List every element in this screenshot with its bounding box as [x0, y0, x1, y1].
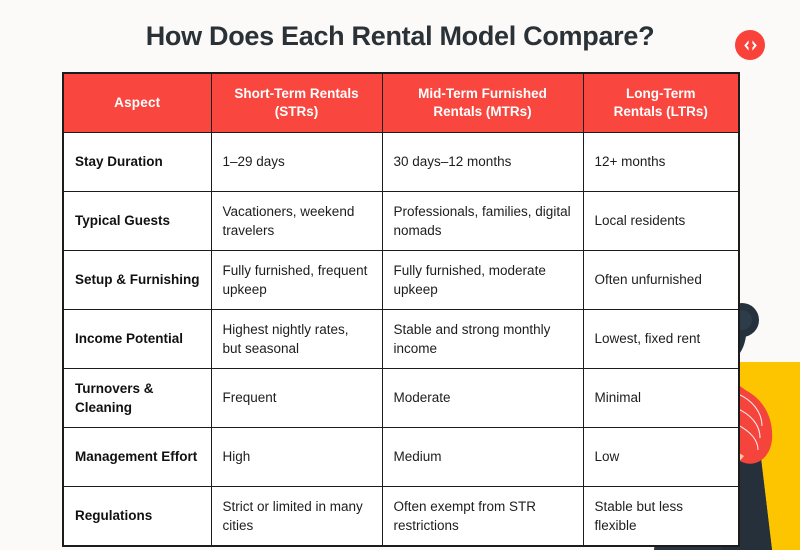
table-row: Regulations Strict or limited in many ci…	[62, 486, 740, 547]
column-header-mtr-line-1: Mid-Term Furnished	[418, 85, 547, 101]
row-label: Management Effort	[62, 427, 212, 487]
table-row: Setup & Furnishing Fully furnished, freq…	[62, 250, 740, 310]
column-header-ltr-line-1: Long-Term	[626, 85, 696, 101]
cell-mtr: Professionals, families, digital nomads	[381, 191, 584, 251]
comparison-table-container: Aspect Short-Term Rentals (STRs) Mid-Ter…	[62, 72, 740, 547]
cell-ltr: Lowest, fixed rent	[582, 309, 740, 369]
cell-mtr: Medium	[381, 427, 584, 487]
cell-str: Frequent	[210, 368, 383, 428]
table-header: Aspect Short-Term Rentals (STRs) Mid-Ter…	[62, 72, 740, 133]
column-header-mtr-line-2: Rentals (MTRs)	[433, 104, 532, 119]
table-row: Management Effort High Medium Low	[62, 427, 740, 487]
cell-mtr: 30 days–12 months	[381, 132, 584, 192]
column-header-ltr-line-2: Rentals (LTRs)	[613, 104, 708, 119]
cell-ltr: Minimal	[582, 368, 740, 428]
row-label: Income Potential	[62, 309, 212, 369]
row-label: Setup & Furnishing	[62, 250, 212, 310]
cell-ltr: Low	[582, 427, 740, 487]
cell-str: High	[210, 427, 383, 487]
column-header-mtr: Mid-Term Furnished Rentals (MTRs)	[381, 72, 584, 133]
column-header-aspect: Aspect	[62, 72, 212, 133]
row-label: Stay Duration	[62, 132, 212, 192]
cell-str: Fully furnished, frequent upkeep	[210, 250, 383, 310]
cell-str: Highest nightly rates, but seasonal	[210, 309, 383, 369]
row-label: Typical Guests	[62, 191, 212, 251]
column-header-str-line-2: (STRs)	[274, 104, 319, 119]
table-row: Stay Duration 1–29 days 30 days–12 month…	[62, 132, 740, 192]
code-brackets-icon[interactable]	[735, 30, 765, 60]
column-header-str: Short-Term Rentals (STRs)	[210, 72, 383, 133]
table-body: Stay Duration 1–29 days 30 days–12 month…	[62, 132, 740, 547]
cell-ltr: Local residents	[582, 191, 740, 251]
table-row: Turnovers & Cleaning Frequent Moderate M…	[62, 368, 740, 428]
cell-mtr: Moderate	[381, 368, 584, 428]
cell-str: Vacationers, weekend travelers	[210, 191, 383, 251]
cell-ltr: Often unfurnished	[582, 250, 740, 310]
table-header-row: Aspect Short-Term Rentals (STRs) Mid-Ter…	[62, 72, 740, 133]
cell-mtr: Often exempt from STR restrictions	[381, 486, 584, 547]
cell-ltr: 12+ months	[582, 132, 740, 192]
cell-ltr: Stable but less flexible	[582, 486, 740, 547]
column-header-aspect-line-1: Aspect	[114, 94, 161, 110]
cell-mtr: Stable and strong monthly income	[381, 309, 584, 369]
column-header-ltr: Long-Term Rentals (LTRs)	[582, 72, 740, 133]
title-row: How Does Each Rental Model Compare?	[0, 0, 800, 72]
cell-str: Strict or limited in many cities	[210, 486, 383, 547]
row-label: Regulations	[62, 486, 212, 547]
table-row: Income Potential Highest nightly rates, …	[62, 309, 740, 369]
row-label: Turnovers & Cleaning	[62, 368, 212, 428]
cell-str: 1–29 days	[210, 132, 383, 192]
column-header-str-line-1: Short-Term Rentals	[234, 85, 359, 101]
table-row: Typical Guests Vacationers, weekend trav…	[62, 191, 740, 251]
rental-model-comparison-table: Aspect Short-Term Rentals (STRs) Mid-Ter…	[62, 72, 740, 547]
page-title: How Does Each Rental Model Compare?	[145, 20, 655, 51]
cell-mtr: Fully furnished, moderate upkeep	[381, 250, 584, 310]
